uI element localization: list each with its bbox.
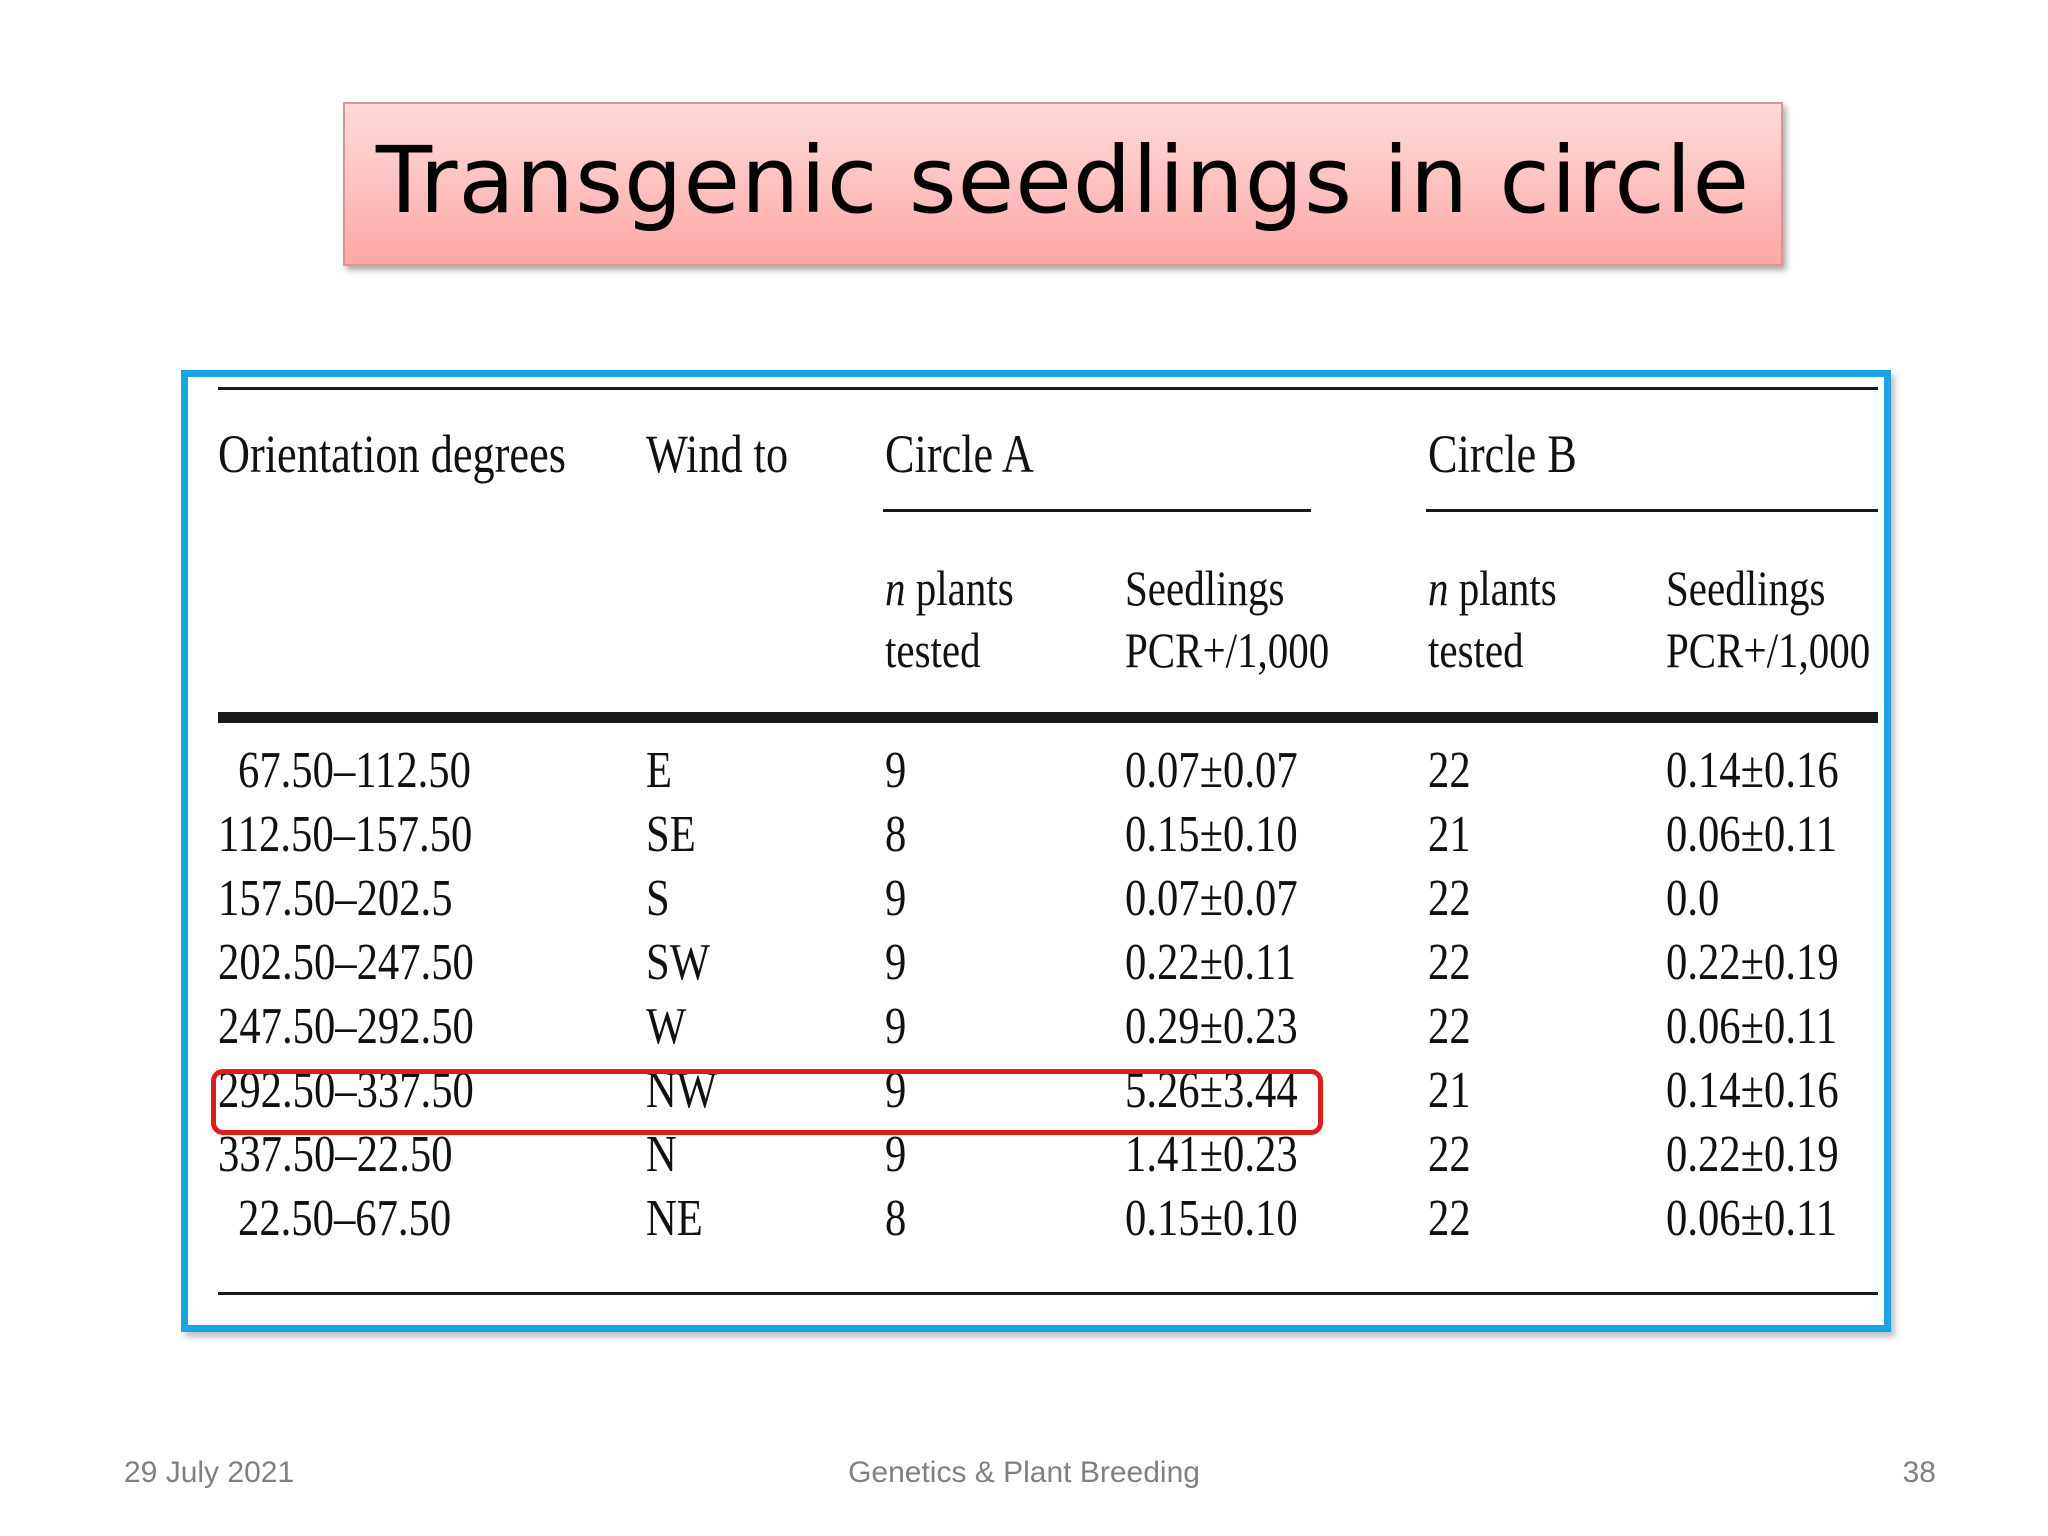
pcr-label: PCR+/1,000 bbox=[1666, 622, 1871, 678]
table-row-8-wind: NE bbox=[646, 1190, 703, 1247]
header-b-seedlings: Seedlings PCR+/1,000 bbox=[1666, 557, 1870, 681]
table-row-8-a-pcr: 0.15±0.10 bbox=[1125, 1190, 1298, 1247]
table-row-7-a-pcr: 1.41±0.23 bbox=[1125, 1126, 1298, 1183]
header-b-n-plants: n plants tested bbox=[1428, 557, 1557, 681]
n-symbol: n bbox=[885, 560, 906, 616]
n-symbol: n bbox=[1428, 560, 1449, 616]
header-wind: Wind to bbox=[646, 424, 789, 484]
table-row-4-wind: SW bbox=[646, 934, 710, 991]
seedlings-label: Seedlings bbox=[1666, 560, 1826, 616]
table-row-2-wind: SE bbox=[646, 806, 696, 863]
table-row-5-orientation: 247.50–292.50 bbox=[218, 998, 474, 1055]
table-row-4-a-pcr: 0.22±0.11 bbox=[1125, 934, 1297, 991]
table-row-6-a-n: 9 bbox=[885, 1062, 907, 1119]
table-row-7-a-n: 9 bbox=[885, 1126, 907, 1183]
tested-label: tested bbox=[1428, 622, 1524, 678]
header-orientation: Orientation degrees bbox=[218, 424, 566, 484]
plants-label: plants bbox=[905, 560, 1014, 616]
table-row-1-a-n: 9 bbox=[885, 742, 907, 799]
table-row-2-orientation: 112.50–157.50 bbox=[218, 806, 473, 863]
footer-date: 29 July 2021 bbox=[124, 1456, 295, 1489]
table-row-8-orientation: 22.50–67.50 bbox=[238, 1190, 452, 1247]
table-row-4-b-n: 22 bbox=[1428, 934, 1471, 991]
table-row-7-orientation: 337.50–22.50 bbox=[218, 1126, 453, 1183]
table-row-3-a-pcr: 0.07±0.07 bbox=[1125, 870, 1298, 927]
seedlings-label: Seedlings bbox=[1125, 560, 1285, 616]
data-table: Orientation degrees Wind to Circle A Cir… bbox=[188, 377, 1884, 1325]
table-row-5-a-pcr: 0.29±0.23 bbox=[1125, 998, 1298, 1055]
header-thick-rule bbox=[218, 712, 1878, 723]
table-row-5-wind: W bbox=[646, 998, 687, 1055]
footer-page-number: 38 bbox=[1902, 1456, 1936, 1489]
table-row-2-a-n: 8 bbox=[885, 806, 907, 863]
header-a-seedlings: Seedlings PCR+/1,000 bbox=[1125, 557, 1329, 681]
table-row-5-a-n: 9 bbox=[885, 998, 907, 1055]
table-row-8-b-pcr: 0.06±0.11 bbox=[1666, 1190, 1838, 1247]
footer-center-text: Genetics & Plant Breeding bbox=[848, 1456, 1200, 1489]
table-row-2-a-pcr: 0.15±0.10 bbox=[1125, 806, 1298, 863]
table-row-4-b-pcr: 0.22±0.19 bbox=[1666, 934, 1839, 991]
table-row-3-a-n: 9 bbox=[885, 870, 907, 927]
table-row-2-b-n: 21 bbox=[1428, 806, 1471, 863]
slide-title: Transgenic seedlings in circle bbox=[375, 126, 1751, 234]
table-row-1-a-pcr: 0.07±0.07 bbox=[1125, 742, 1298, 799]
table-row-7-wind: N bbox=[646, 1126, 677, 1183]
bottom-rule bbox=[218, 1292, 1878, 1295]
title-box: Transgenic seedlings in circle bbox=[343, 102, 1783, 266]
table-row-7-b-n: 22 bbox=[1428, 1126, 1471, 1183]
table-row-7-b-pcr: 0.22±0.19 bbox=[1666, 1126, 1839, 1183]
table-image-frame: Orientation degrees Wind to Circle A Cir… bbox=[181, 370, 1891, 1332]
table-row-3-b-pcr: 0.0 bbox=[1666, 870, 1720, 927]
table-row-1-b-pcr: 0.14±0.16 bbox=[1666, 742, 1839, 799]
tested-label: tested bbox=[885, 622, 981, 678]
plants-label: plants bbox=[1448, 560, 1557, 616]
table-row-1-orientation: 67.50–112.50 bbox=[238, 742, 471, 799]
table-row-6-b-pcr: 0.14±0.16 bbox=[1666, 1062, 1839, 1119]
top-rule bbox=[218, 387, 1878, 390]
table-row-5-b-n: 22 bbox=[1428, 998, 1471, 1055]
table-row-3-wind: S bbox=[646, 870, 670, 927]
table-row-3-orientation: 157.50–202.5 bbox=[218, 870, 453, 927]
table-row-4-orientation: 202.50–247.50 bbox=[218, 934, 474, 991]
nw-row-highlight bbox=[211, 1069, 1323, 1135]
table-row-2-b-pcr: 0.06±0.11 bbox=[1666, 806, 1838, 863]
table-row-8-a-n: 8 bbox=[885, 1190, 907, 1247]
table-row-1-b-n: 22 bbox=[1428, 742, 1471, 799]
pcr-label: PCR+/1,000 bbox=[1125, 622, 1330, 678]
header-circle-a: Circle A bbox=[885, 424, 1034, 484]
table-row-6-b-n: 21 bbox=[1428, 1062, 1471, 1119]
table-row-3-b-n: 22 bbox=[1428, 870, 1471, 927]
circle-b-underline bbox=[1426, 509, 1878, 512]
table-row-4-a-n: 9 bbox=[885, 934, 907, 991]
table-row-5-b-pcr: 0.06±0.11 bbox=[1666, 998, 1838, 1055]
circle-a-underline bbox=[883, 509, 1311, 512]
table-row-1-wind: E bbox=[646, 742, 673, 799]
header-a-n-plants: n plants tested bbox=[885, 557, 1014, 681]
header-circle-b: Circle B bbox=[1428, 424, 1577, 484]
table-row-8-b-n: 22 bbox=[1428, 1190, 1471, 1247]
